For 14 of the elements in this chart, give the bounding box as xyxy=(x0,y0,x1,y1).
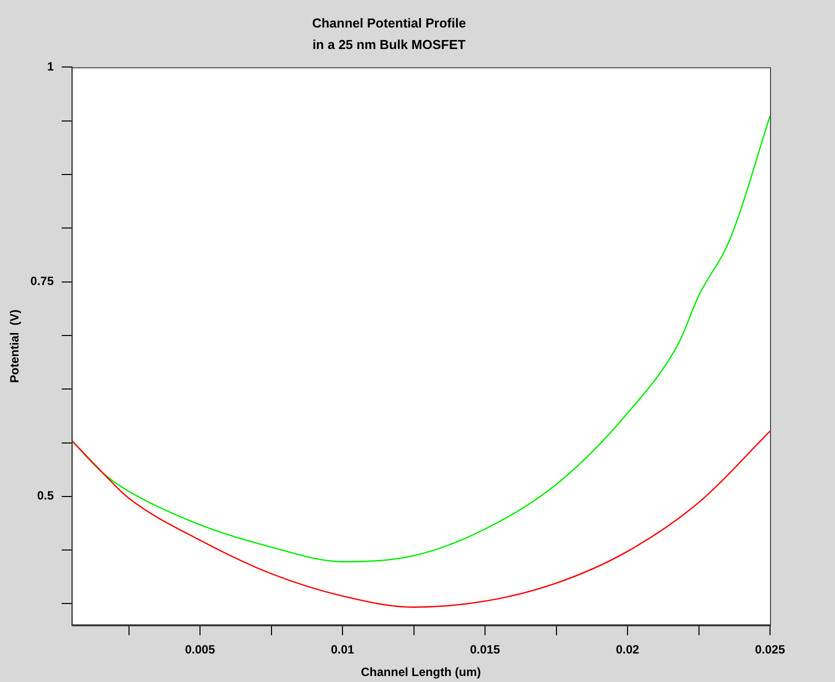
chart-title: Channel Potential Profile xyxy=(312,15,466,30)
line-series xyxy=(72,115,770,562)
y-tick-label: 0.75 xyxy=(30,274,54,288)
x-tick-label: 0.005 xyxy=(184,642,216,657)
x-axis-title: Channel Length (um) xyxy=(360,665,481,680)
line-series xyxy=(72,430,770,608)
y-axis-title: Potential (V) xyxy=(8,310,22,383)
x-tick-label: 0.02 xyxy=(616,642,640,657)
chart-subtitle: in a 25 nm Bulk MOSFET xyxy=(312,36,466,52)
x-tick-label: 0.025 xyxy=(754,642,786,657)
y-tick-label: 0.5 xyxy=(37,488,54,503)
x-tick-label: 0.015 xyxy=(470,642,500,657)
y-tick-label: 1 xyxy=(47,60,54,74)
x-tick-label: 0.01 xyxy=(330,642,355,657)
